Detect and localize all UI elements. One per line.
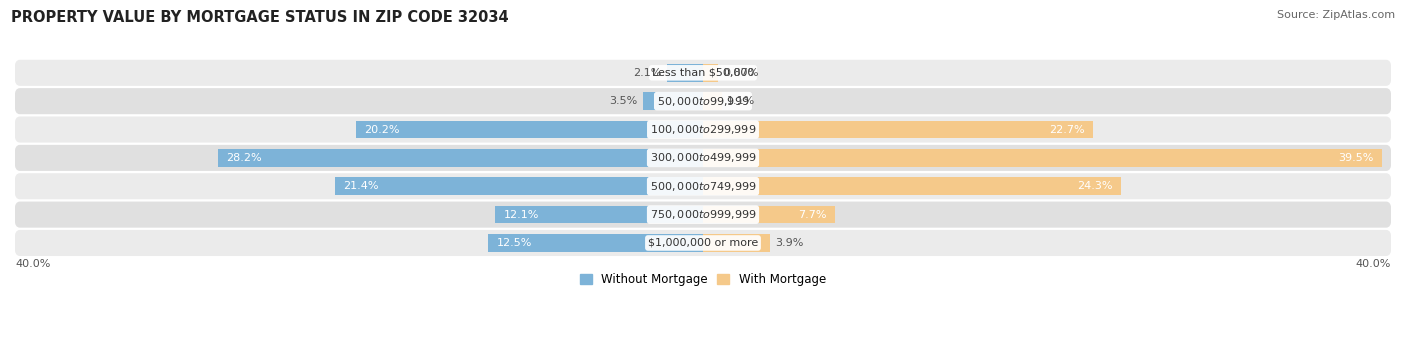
Text: 3.5%: 3.5% <box>609 96 638 106</box>
Bar <box>703 149 1382 167</box>
FancyBboxPatch shape <box>14 173 1392 199</box>
Bar <box>218 149 703 167</box>
Bar <box>356 121 703 138</box>
Text: 12.1%: 12.1% <box>503 209 538 220</box>
Text: 12.5%: 12.5% <box>496 238 531 248</box>
FancyBboxPatch shape <box>14 60 1392 86</box>
Text: 40.0%: 40.0% <box>1355 259 1391 269</box>
Bar <box>703 121 1094 138</box>
Bar <box>703 206 835 223</box>
FancyBboxPatch shape <box>14 88 1392 114</box>
Text: PROPERTY VALUE BY MORTGAGE STATUS IN ZIP CODE 32034: PROPERTY VALUE BY MORTGAGE STATUS IN ZIP… <box>11 10 509 25</box>
Text: 20.2%: 20.2% <box>364 124 399 135</box>
Text: 0.87%: 0.87% <box>723 68 759 78</box>
Bar <box>703 92 721 110</box>
Text: $1,000,000 or more: $1,000,000 or more <box>648 238 758 248</box>
Text: 21.4%: 21.4% <box>343 181 380 191</box>
Text: 24.3%: 24.3% <box>1077 181 1112 191</box>
Text: $300,000 to $499,999: $300,000 to $499,999 <box>650 151 756 164</box>
Text: $50,000 to $99,999: $50,000 to $99,999 <box>657 95 749 108</box>
Text: 2.1%: 2.1% <box>633 68 662 78</box>
Bar <box>643 92 703 110</box>
Text: 3.9%: 3.9% <box>775 238 804 248</box>
FancyBboxPatch shape <box>14 202 1392 228</box>
FancyBboxPatch shape <box>14 145 1392 171</box>
FancyBboxPatch shape <box>14 117 1392 142</box>
Bar <box>335 177 703 195</box>
Text: 28.2%: 28.2% <box>226 153 262 163</box>
Legend: Without Mortgage, With Mortgage: Without Mortgage, With Mortgage <box>575 268 831 291</box>
Bar <box>703 64 718 82</box>
Text: 1.1%: 1.1% <box>727 96 755 106</box>
Text: 39.5%: 39.5% <box>1339 153 1374 163</box>
Bar <box>703 177 1121 195</box>
Bar <box>495 206 703 223</box>
Text: 7.7%: 7.7% <box>799 209 827 220</box>
Bar <box>666 64 703 82</box>
Text: $750,000 to $999,999: $750,000 to $999,999 <box>650 208 756 221</box>
Text: $500,000 to $749,999: $500,000 to $749,999 <box>650 180 756 193</box>
Bar <box>488 234 703 252</box>
Text: 40.0%: 40.0% <box>15 259 51 269</box>
Text: 22.7%: 22.7% <box>1049 124 1085 135</box>
Text: $100,000 to $299,999: $100,000 to $299,999 <box>650 123 756 136</box>
FancyBboxPatch shape <box>14 230 1392 256</box>
Bar <box>703 234 770 252</box>
Text: Less than $50,000: Less than $50,000 <box>652 68 754 78</box>
Text: Source: ZipAtlas.com: Source: ZipAtlas.com <box>1277 10 1395 20</box>
